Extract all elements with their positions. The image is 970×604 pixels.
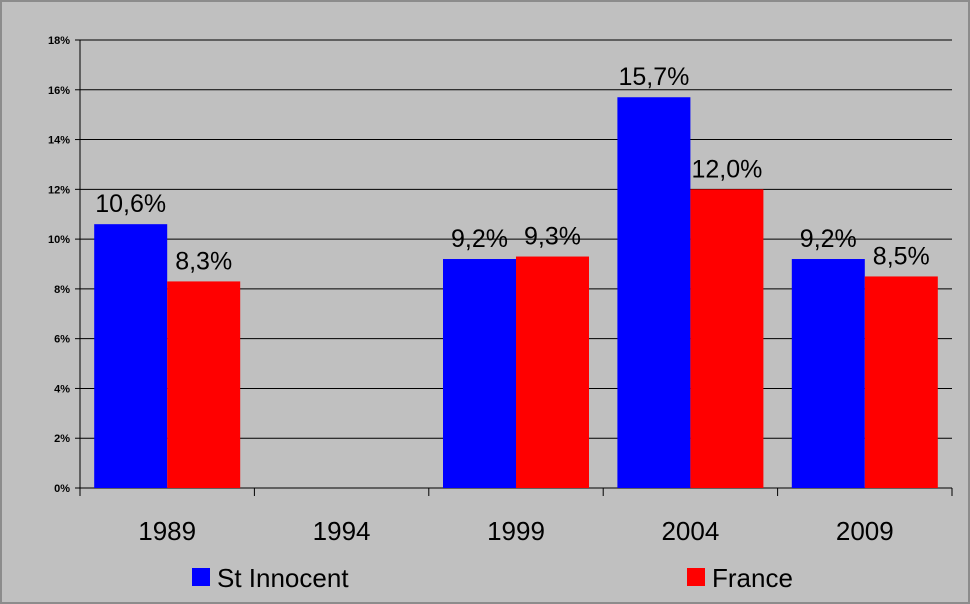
data-label: 9,2%: [800, 225, 857, 253]
y-tick-label: 12%: [48, 184, 70, 196]
bar: [690, 189, 764, 489]
bar: [864, 276, 938, 488]
y-tick-label: 10%: [48, 234, 70, 246]
bar: [516, 256, 589, 488]
y-tick-label: 2%: [54, 433, 70, 445]
x-tick-label: 1989: [138, 516, 196, 546]
bar: [94, 224, 168, 488]
data-label: 10,6%: [95, 190, 166, 218]
y-tick-label: 4%: [54, 383, 70, 395]
x-tick-label: 1999: [487, 516, 545, 546]
data-label: 8,5%: [873, 242, 930, 270]
data-label: 15,7%: [618, 63, 689, 91]
bar: [617, 97, 691, 488]
data-label: 9,2%: [451, 225, 508, 253]
x-tick-label: 2009: [836, 516, 894, 546]
y-tick-label: 6%: [54, 334, 70, 346]
bar: [443, 259, 516, 488]
y-tick-label: 16%: [48, 85, 70, 97]
legend-swatch: [192, 568, 210, 586]
y-tick-label: 0%: [54, 483, 70, 495]
data-label: 12,0%: [691, 155, 762, 183]
legend-swatch: [687, 568, 705, 586]
legend-label: St Innocent: [217, 563, 349, 593]
data-label: 9,3%: [524, 223, 581, 251]
y-tick-label: 8%: [54, 284, 70, 296]
y-tick-label: 18%: [48, 35, 70, 47]
x-tick-label: 1994: [313, 516, 371, 546]
y-tick-label: 14%: [48, 135, 70, 147]
legend-label: France: [712, 563, 793, 593]
bar: [167, 281, 241, 488]
data-label: 8,3%: [175, 247, 232, 275]
bar: [791, 259, 865, 488]
x-tick-label: 2004: [661, 516, 719, 546]
